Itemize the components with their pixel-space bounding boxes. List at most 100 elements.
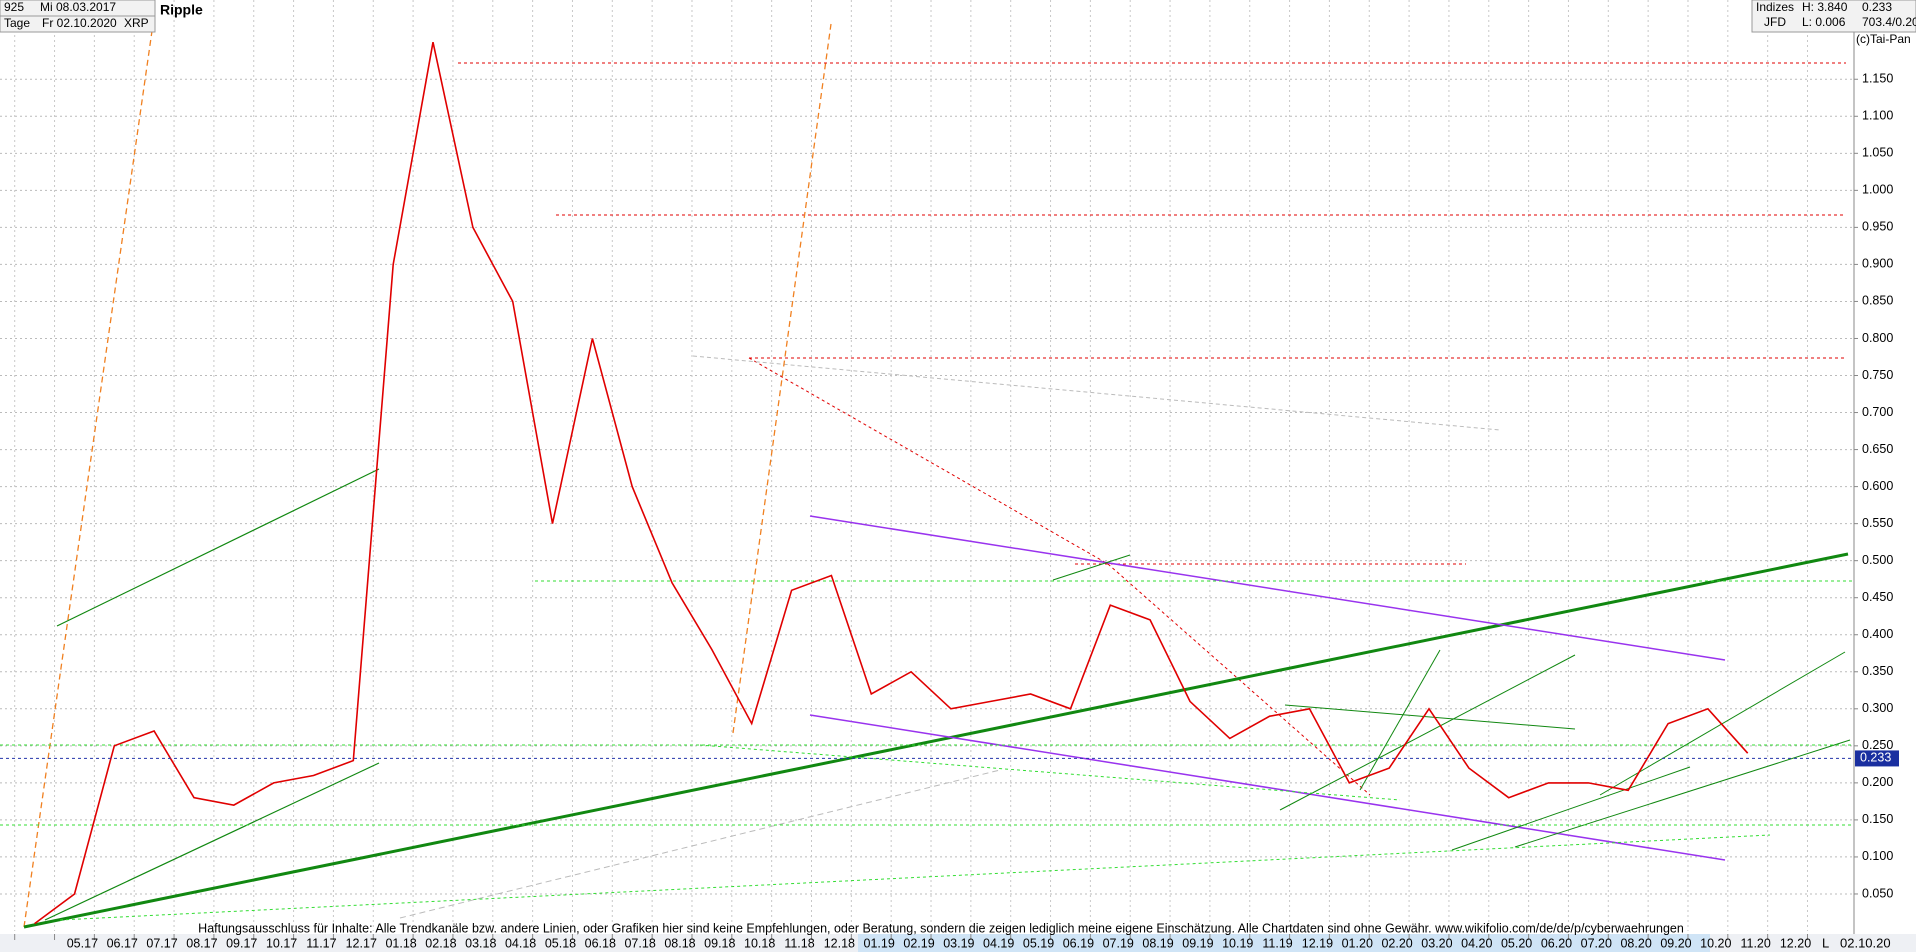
x-tick-label: 03.18 xyxy=(465,936,496,950)
last-value-label: 0.233 xyxy=(1860,751,1891,765)
trend-line xyxy=(1284,704,1576,730)
y-tick-label: 0.200 xyxy=(1862,775,1893,789)
x-tick-label: 06.18 xyxy=(585,936,616,950)
x-tick-label: 07.18 xyxy=(624,936,655,950)
x-tick-label: 05.17 xyxy=(67,936,98,950)
trend-line xyxy=(809,714,1726,861)
y-tick-label: 0.500 xyxy=(1862,553,1893,567)
source: Indizes xyxy=(1756,0,1794,14)
volume: 703.4/0.20 xyxy=(1862,15,1916,29)
x-tick-label: 12.17 xyxy=(346,936,377,950)
last-date: 02.10.20 xyxy=(1840,935,1891,950)
trend-line xyxy=(1599,651,1846,796)
period: Tage xyxy=(4,16,30,30)
x-tick-label: 04.18 xyxy=(505,936,536,950)
trend-line xyxy=(1451,766,1691,851)
y-tick-label: 1.050 xyxy=(1862,146,1893,160)
y-tick-label: 0.850 xyxy=(1862,294,1893,308)
trend-line xyxy=(23,552,1849,929)
trend-lines xyxy=(0,23,1854,929)
x-tick-label: 02.20 xyxy=(1381,936,1412,950)
x-tick-label: 12.19 xyxy=(1302,936,1333,950)
chart-title: Ripple xyxy=(160,2,203,18)
y-tick-label: 0.100 xyxy=(1862,849,1893,863)
x-tick-label: 08.20 xyxy=(1620,936,1651,950)
disclaimer: Haftungsausschluss für Inhalte: Alle Tre… xyxy=(198,921,1684,935)
x-tick-label: 09.17 xyxy=(226,936,257,950)
last-value-box xyxy=(1855,750,1899,767)
x-tick-label: 03.19 xyxy=(943,936,974,950)
price-line xyxy=(34,42,1749,925)
x-tick-label: 10.20 xyxy=(1700,936,1731,950)
x-tick-label: 01.19 xyxy=(864,936,895,950)
y-tick-label: 0.950 xyxy=(1862,220,1893,234)
y-tick-label: 0.450 xyxy=(1862,590,1893,604)
x-tick-label: 02.19 xyxy=(903,936,934,950)
x-tick-label: 01.18 xyxy=(385,936,416,950)
x-tick-label: 04.19 xyxy=(983,936,1014,950)
subtitle: XRP xyxy=(124,16,149,30)
last-value: 0.233 xyxy=(1862,0,1892,14)
y-tick-label: 0.050 xyxy=(1862,886,1893,900)
x-tick-label: 01.20 xyxy=(1342,936,1373,950)
x-tick-label: 09.19 xyxy=(1182,936,1213,950)
y-tick-label: 0.150 xyxy=(1862,812,1893,826)
x-tick-label: 12.20 xyxy=(1780,936,1811,950)
x-tick-label: 08.18 xyxy=(664,936,695,950)
y-tick-label: 1.100 xyxy=(1862,109,1893,123)
x-tick-label: 03.20 xyxy=(1421,936,1452,950)
end-date: Fr 02.10.2020 xyxy=(42,16,117,30)
y-tick-label: 0.350 xyxy=(1862,664,1893,678)
y-tick-label: 0.900 xyxy=(1862,257,1893,271)
y-tick-label: 0.800 xyxy=(1862,331,1893,345)
x-tick-label: 11.17 xyxy=(306,936,336,950)
y-tick-label: 0.250 xyxy=(1862,738,1893,752)
x-tick-label: 05.18 xyxy=(545,936,576,950)
y-tick-label: 0.750 xyxy=(1862,368,1893,382)
x-tick-label: 09.20 xyxy=(1660,936,1691,950)
y-tick-label: 0.400 xyxy=(1862,627,1893,641)
x-tick-label: 07.20 xyxy=(1581,936,1612,950)
trend-line xyxy=(1279,654,1576,811)
x-tick-label: 11.18 xyxy=(784,936,814,950)
count: 925 xyxy=(4,0,24,14)
x-tick-label: 09.18 xyxy=(704,936,735,950)
x-tick-label: 04.20 xyxy=(1461,936,1492,950)
trend-line xyxy=(809,515,1726,661)
x-tick-label: 02.18 xyxy=(425,936,456,950)
trend-line xyxy=(1052,554,1131,581)
y-tick-label: 0.650 xyxy=(1862,442,1893,456)
copyright: (c)Tai-Pan xyxy=(1856,32,1911,46)
x-tick-label: 06.20 xyxy=(1541,936,1572,950)
y-tick-label: 1.150 xyxy=(1862,72,1893,86)
x-tick-label: 06.19 xyxy=(1063,936,1094,950)
x-tick-label: 08.17 xyxy=(186,936,217,950)
trend-line xyxy=(56,468,380,627)
x-axis: 05.17 06.17 07.17 08.17 09.17 10.17 11.17 12.17… xyxy=(14,934,1811,950)
x-tick-label: 07.19 xyxy=(1103,936,1134,950)
x-tick-label: 10.17 xyxy=(266,936,297,950)
x-tick-label: 11.20 xyxy=(1740,936,1770,950)
trend-line xyxy=(748,357,1109,565)
x-tick-label: 08.19 xyxy=(1142,936,1173,950)
trend-line xyxy=(1514,739,1851,848)
y-tick-label: 0.700 xyxy=(1862,405,1893,419)
trend-line xyxy=(1359,649,1441,791)
series xyxy=(0,42,1854,925)
start-date: Mi 08.03.2017 xyxy=(40,0,116,14)
y-tick-label: 1.000 xyxy=(1862,183,1893,197)
high: H: 3.840 xyxy=(1802,0,1848,14)
x-tick-label: 05.20 xyxy=(1501,936,1532,950)
x-tick-label: 11.19 xyxy=(1262,936,1292,950)
y-axis: 0.050 0.100 0.150 0.200 0.250 0.300 0.350 0.400… xyxy=(1854,72,1899,900)
x-tick-label: 12.18 xyxy=(824,936,855,950)
x-tick-label: 10.18 xyxy=(744,936,775,950)
y-tick-label: 0.550 xyxy=(1862,516,1893,530)
broker: JFD xyxy=(1764,15,1786,29)
x-axis-highlight xyxy=(858,934,1710,952)
x-tick-label: 06.17 xyxy=(107,936,138,950)
axis-mark: L xyxy=(1822,935,1829,950)
